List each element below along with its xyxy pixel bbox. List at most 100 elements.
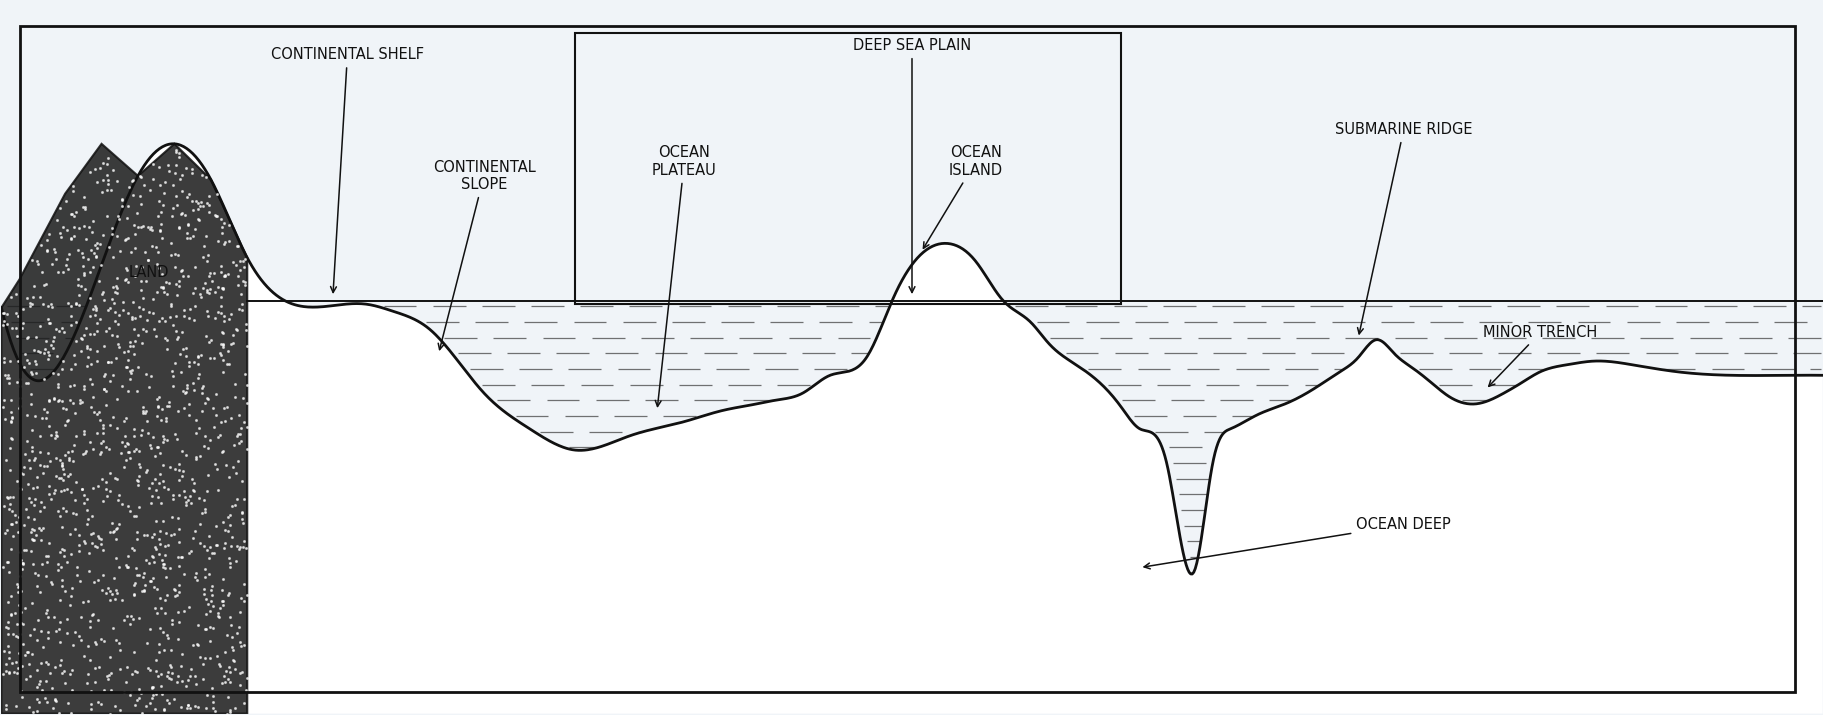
Point bbox=[204, 611, 233, 623]
Point bbox=[49, 502, 78, 513]
Point bbox=[160, 584, 190, 596]
Point bbox=[146, 602, 175, 613]
Point bbox=[73, 351, 102, 363]
Point bbox=[0, 628, 27, 640]
Point bbox=[122, 443, 151, 455]
Point bbox=[66, 634, 95, 646]
Point bbox=[133, 221, 162, 232]
Point bbox=[115, 340, 144, 352]
Point bbox=[111, 661, 140, 673]
Point bbox=[195, 287, 224, 299]
Point bbox=[86, 448, 115, 459]
Point bbox=[82, 326, 111, 337]
Point bbox=[111, 273, 140, 285]
Point bbox=[13, 410, 42, 421]
Point bbox=[164, 633, 193, 645]
Point bbox=[208, 366, 237, 378]
Point bbox=[139, 681, 168, 693]
Point bbox=[120, 580, 149, 591]
Point bbox=[98, 412, 128, 423]
Point bbox=[95, 708, 124, 715]
Point bbox=[175, 702, 204, 714]
Point bbox=[118, 296, 148, 307]
Point bbox=[29, 373, 58, 385]
Point bbox=[73, 505, 102, 516]
Point bbox=[201, 410, 230, 421]
Point bbox=[84, 480, 113, 492]
Point bbox=[124, 475, 153, 487]
Point bbox=[0, 307, 18, 319]
Point bbox=[170, 485, 199, 497]
Point bbox=[49, 551, 78, 562]
Point bbox=[131, 529, 160, 541]
Point bbox=[7, 638, 36, 650]
Point bbox=[148, 199, 177, 211]
Point bbox=[0, 657, 27, 669]
Point bbox=[2, 578, 31, 590]
Point bbox=[124, 330, 153, 341]
Point bbox=[232, 443, 261, 454]
Point bbox=[186, 518, 215, 530]
Point bbox=[42, 426, 71, 438]
Point bbox=[69, 498, 98, 509]
Point bbox=[88, 289, 117, 300]
Point bbox=[0, 509, 29, 521]
Point bbox=[131, 555, 160, 566]
Point bbox=[58, 583, 88, 594]
Point bbox=[142, 654, 171, 666]
Point bbox=[168, 551, 197, 563]
Point bbox=[0, 498, 24, 510]
Point bbox=[177, 196, 206, 207]
Point bbox=[191, 277, 221, 288]
Point bbox=[166, 366, 195, 378]
Point bbox=[148, 312, 177, 323]
Point bbox=[46, 455, 75, 466]
Point bbox=[97, 684, 126, 696]
Point bbox=[100, 523, 129, 535]
Point bbox=[4, 631, 33, 643]
Point bbox=[162, 551, 191, 563]
Point bbox=[122, 475, 151, 486]
Point bbox=[144, 492, 173, 503]
Point bbox=[89, 383, 118, 395]
Point bbox=[0, 621, 20, 633]
Point bbox=[210, 217, 239, 228]
Point bbox=[46, 227, 75, 239]
Point bbox=[133, 255, 162, 266]
Point bbox=[180, 261, 210, 272]
Point bbox=[215, 705, 244, 715]
Point bbox=[51, 506, 80, 517]
Point bbox=[170, 402, 199, 413]
Point bbox=[128, 222, 157, 233]
Point bbox=[193, 197, 222, 209]
Point bbox=[199, 402, 228, 413]
Point bbox=[71, 678, 100, 689]
Point bbox=[128, 220, 157, 232]
Point bbox=[42, 324, 71, 335]
Point bbox=[232, 421, 261, 433]
Point bbox=[124, 693, 153, 704]
Point bbox=[120, 242, 149, 254]
Point bbox=[118, 589, 148, 601]
Point bbox=[164, 458, 193, 470]
Point bbox=[179, 640, 208, 651]
Point bbox=[84, 407, 113, 418]
Point bbox=[197, 547, 226, 558]
Point bbox=[199, 601, 228, 612]
Point bbox=[9, 558, 38, 570]
Point bbox=[180, 670, 210, 681]
Point bbox=[0, 500, 18, 512]
Point bbox=[140, 665, 170, 676]
Point bbox=[0, 666, 24, 678]
Point bbox=[144, 210, 173, 222]
Point bbox=[77, 528, 106, 539]
Point bbox=[13, 478, 42, 490]
Point bbox=[35, 420, 64, 431]
Point bbox=[0, 352, 18, 364]
Point bbox=[213, 268, 242, 280]
Point bbox=[16, 648, 46, 659]
Point bbox=[0, 699, 22, 711]
Point bbox=[13, 332, 42, 344]
Point bbox=[64, 273, 93, 285]
Point bbox=[47, 460, 77, 471]
